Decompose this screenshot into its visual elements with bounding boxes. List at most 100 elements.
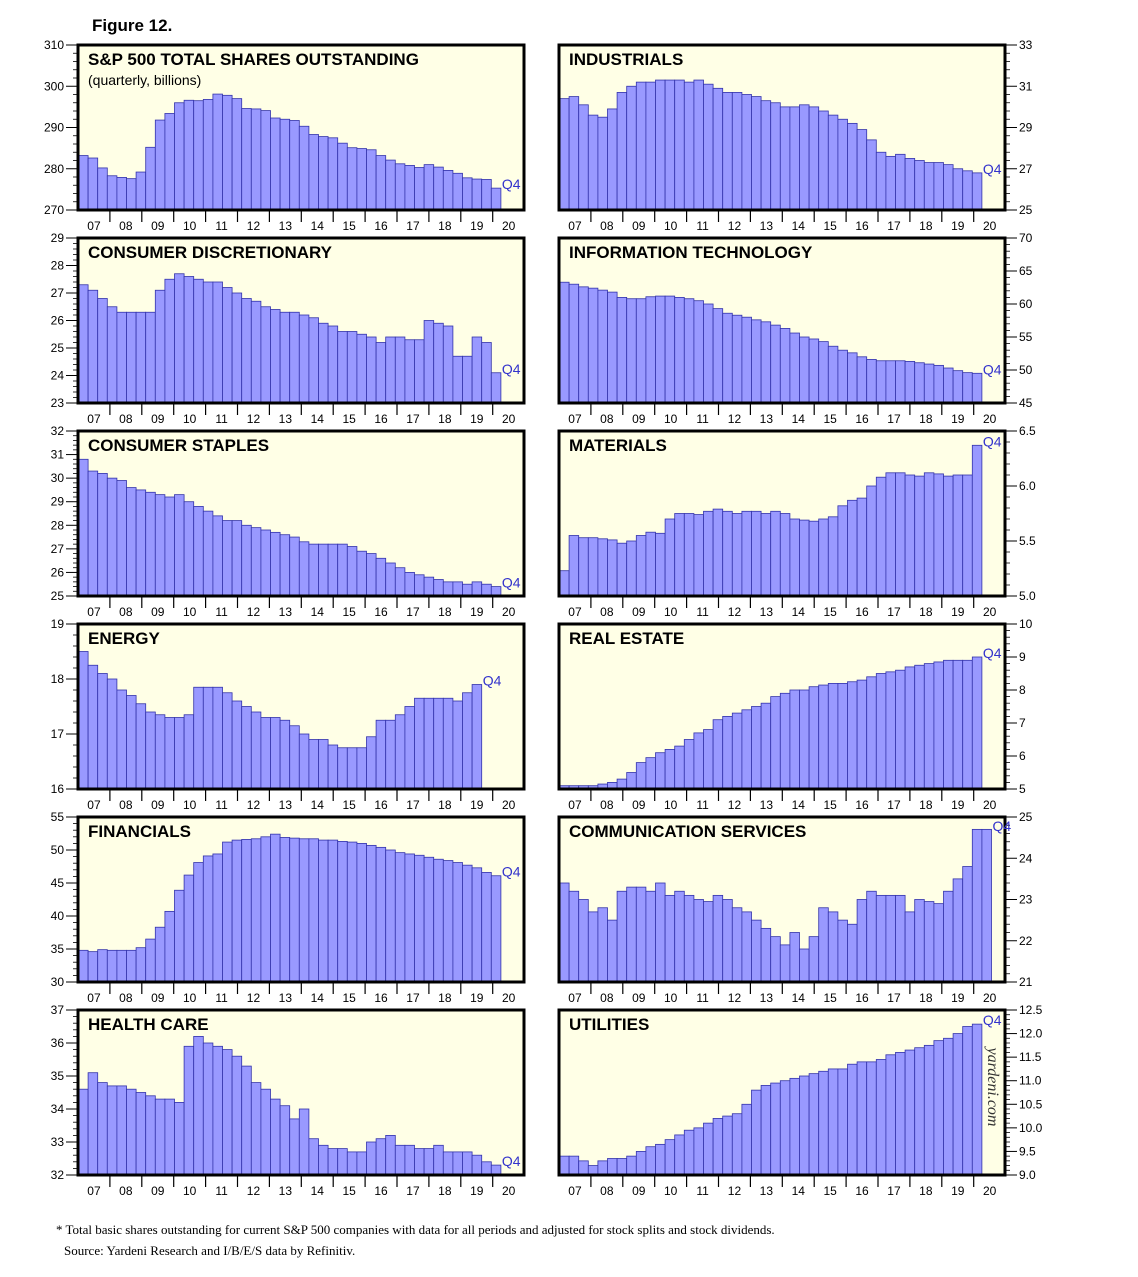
bar — [289, 725, 300, 790]
bar — [741, 316, 752, 404]
bar — [385, 719, 396, 790]
y-tick-label: 36 — [51, 1036, 65, 1050]
bar — [559, 1155, 570, 1176]
bar — [818, 110, 829, 211]
bar — [193, 1036, 204, 1176]
bar — [385, 159, 396, 211]
bar — [645, 81, 656, 211]
bar — [847, 923, 858, 983]
x-tick-label: 20 — [502, 991, 516, 1005]
bar — [452, 355, 463, 404]
bar — [923, 901, 935, 983]
bar — [356, 747, 367, 790]
bar — [895, 360, 906, 404]
bar — [943, 367, 954, 404]
bar — [433, 697, 444, 790]
y-tick-label: 28 — [51, 259, 65, 273]
bar — [683, 81, 695, 211]
bar — [327, 137, 339, 211]
bar — [741, 510, 752, 597]
bar — [914, 1047, 925, 1176]
bar — [597, 116, 608, 211]
bar — [404, 853, 415, 983]
bar — [655, 295, 666, 404]
bar — [193, 686, 204, 790]
bar — [462, 583, 473, 597]
bar — [116, 949, 127, 983]
bar — [318, 136, 329, 211]
x-tick-label: 13 — [760, 798, 774, 812]
bar — [433, 322, 444, 404]
bar — [423, 697, 435, 790]
bar — [260, 306, 271, 404]
bar — [722, 92, 733, 211]
bar — [404, 706, 415, 790]
bar — [241, 108, 252, 211]
bar — [279, 118, 291, 211]
bar — [607, 108, 618, 211]
bar — [943, 475, 954, 597]
bar — [703, 303, 714, 404]
bar — [375, 155, 387, 211]
x-tick-label: 19 — [951, 219, 965, 233]
bar — [241, 1065, 252, 1176]
bar — [78, 458, 89, 597]
chart-title: COMMUNICATION SERVICES — [569, 822, 806, 841]
bar — [164, 113, 175, 211]
x-tick-label: 13 — [279, 219, 293, 233]
x-tick-label: 19 — [951, 991, 965, 1005]
bar — [231, 292, 243, 404]
bar — [635, 886, 647, 983]
chart-title: HEALTH CARE — [88, 1015, 209, 1034]
bar — [106, 306, 118, 404]
bar — [385, 849, 396, 983]
bar — [722, 899, 733, 983]
x-tick-label: 19 — [470, 605, 484, 619]
y-tick-label: 8 — [1019, 683, 1026, 697]
bar — [818, 518, 829, 597]
y-tick-label: 27 — [51, 542, 65, 556]
bar — [895, 894, 906, 983]
x-tick-label: 14 — [311, 412, 325, 426]
bar — [635, 535, 647, 597]
y-tick-label: 270 — [44, 203, 64, 217]
x-tick-label: 20 — [983, 991, 997, 1005]
y-tick-label: 9 — [1019, 650, 1026, 664]
y-tick-label: 27 — [1019, 162, 1033, 176]
bar — [87, 664, 99, 790]
bar — [414, 167, 425, 211]
bar — [241, 706, 252, 790]
bar — [645, 531, 656, 597]
bar — [366, 149, 377, 211]
bar — [289, 837, 300, 983]
x-tick-label: 19 — [470, 1184, 484, 1198]
bar — [760, 100, 772, 211]
x-tick-label: 11 — [696, 991, 709, 1005]
y-tick-label: 29 — [51, 495, 65, 509]
bar — [222, 287, 233, 404]
bar — [270, 117, 281, 211]
chart-panel: 9.0 9.5 10.0 10.5 11.0 11.5 12.0 12.5 07 08 09 10 11… — [557, 1003, 1043, 1198]
bar — [837, 505, 848, 597]
bar — [106, 175, 118, 211]
bar — [645, 1146, 656, 1176]
bar — [481, 342, 492, 404]
bar — [751, 1089, 762, 1176]
bar — [731, 513, 743, 597]
bar — [827, 1068, 839, 1176]
x-tick-label: 13 — [279, 991, 293, 1005]
y-tick-label: 24 — [51, 369, 65, 383]
x-tick-label: 13 — [279, 798, 293, 812]
bar — [250, 527, 262, 597]
bar — [587, 114, 599, 211]
bar — [971, 828, 983, 983]
bar — [866, 359, 877, 404]
x-tick-label: 15 — [823, 219, 837, 233]
bar — [126, 178, 137, 211]
bar — [462, 692, 473, 790]
last-period-label: Q4 — [502, 864, 521, 880]
x-tick-label: 08 — [600, 412, 614, 426]
bar — [154, 289, 166, 404]
bar — [346, 546, 358, 597]
bar — [78, 1088, 89, 1176]
